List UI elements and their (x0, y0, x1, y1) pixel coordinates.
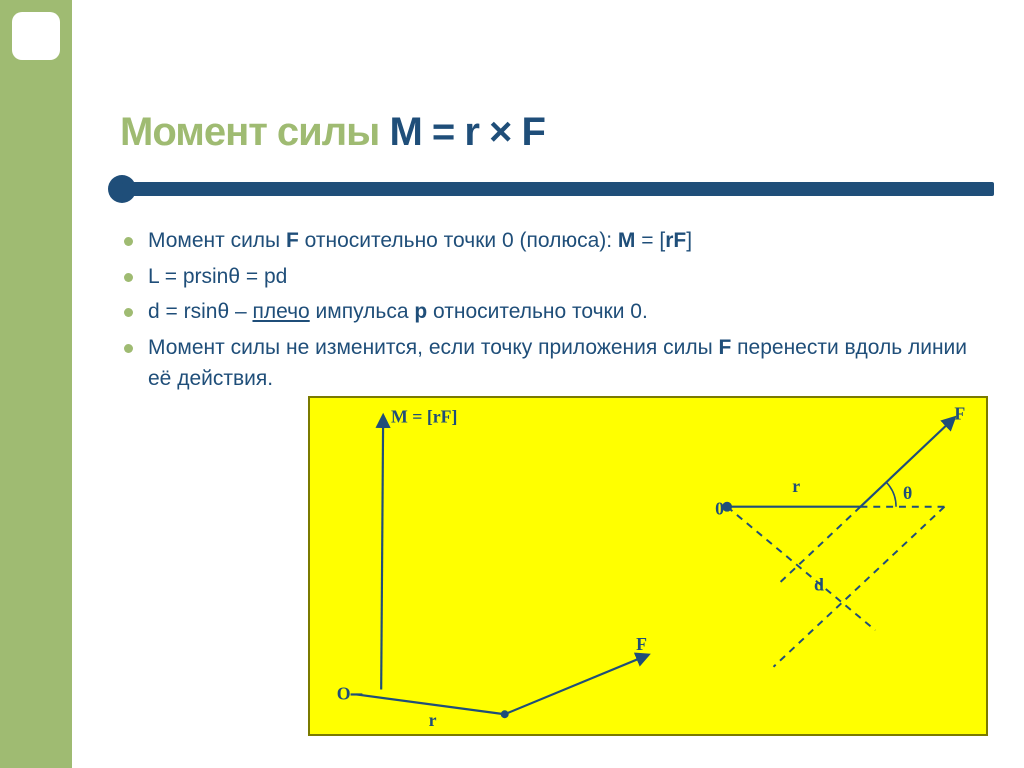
svg-text:θ: θ (903, 483, 912, 503)
slide-title: Момент силы M = r × F (120, 110, 984, 155)
sidebar-accent (0, 0, 72, 768)
b1-mid: относительно точки 0 (полюса): (299, 229, 618, 252)
bullet-list: Момент силы F относительно точки 0 (полю… (120, 225, 984, 399)
b3-mid: импульса (310, 300, 415, 323)
b3-u: плечо (252, 300, 309, 323)
slide: Момент силы M = r × F Момент силы F отно… (0, 0, 1024, 768)
title-accent: Момент силы (120, 110, 389, 154)
diagram-svg: M = [rF] Or F 0 r Fθ d (310, 398, 986, 734)
b1-M: M (618, 229, 636, 252)
b1-rF: rF (665, 229, 686, 252)
b1-post: = [ (635, 229, 665, 252)
b4-F: F (719, 336, 732, 359)
b1-end: ] (686, 229, 692, 252)
svg-text:r: r (429, 710, 437, 730)
bullet-1: Момент силы F относительно точки 0 (полю… (120, 225, 984, 257)
b3-p: p (414, 300, 427, 323)
svg-text:O: O (337, 683, 351, 703)
corner-square (12, 12, 60, 60)
title-formula: M = r × F (389, 110, 545, 154)
b3-post: относительно точки 0. (427, 300, 648, 323)
title-area: Момент силы M = r × F (120, 110, 984, 155)
b1-F: F (286, 229, 299, 252)
b1-pre: Момент силы (148, 229, 286, 252)
bullet-3: d = rsinθ – плечо импульса p относительн… (120, 296, 984, 328)
b3-pre: d = rsinθ – (148, 300, 252, 323)
svg-text:F: F (636, 634, 647, 654)
bullet-4: Момент силы не изменится, если точку при… (120, 332, 984, 395)
b4-pre: Момент силы не изменится, если точку при… (148, 336, 719, 359)
svg-text:M = [rF]: M = [rF] (391, 407, 457, 427)
b2-text: L = prsinθ = pd (148, 265, 287, 288)
svg-text:0: 0 (715, 499, 724, 519)
horizontal-rule (122, 182, 994, 196)
diagram-box: M = [rF] Or F 0 r Fθ d (308, 396, 988, 736)
svg-text:F: F (954, 404, 965, 424)
bullet-2: L = prsinθ = pd (120, 261, 984, 293)
svg-text:d: d (814, 575, 824, 595)
svg-text:r: r (792, 476, 800, 496)
